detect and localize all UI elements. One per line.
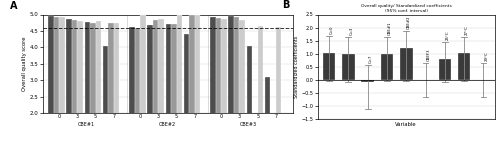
Text: 25°C: 25°C [446,31,450,40]
Bar [276,27,281,145]
Text: 27°C: 27°C [465,25,469,35]
Bar [438,59,451,80]
Text: CBE#3: CBE#3 [240,122,257,127]
Text: B: B [282,0,290,10]
Bar [216,18,221,145]
Bar [184,33,190,145]
Bar [171,24,176,145]
Bar [380,54,393,80]
Bar [108,23,114,145]
Bar [252,134,258,145]
Text: A: A [10,1,18,11]
Text: CBE#2: CBE#2 [407,16,411,29]
Bar [148,25,153,145]
Text: C=7: C=7 [368,54,372,62]
Bar [59,17,64,145]
Bar [84,22,90,145]
Bar [400,48,412,80]
Bar [342,54,354,80]
Bar [158,19,164,145]
Bar [458,53,470,80]
Bar [72,20,78,145]
Bar [103,46,108,145]
Bar [240,20,245,145]
Text: C=3: C=3 [350,27,354,35]
Bar [134,28,140,145]
Bar [54,17,59,145]
Bar [190,15,195,145]
Y-axis label: Standardized coefficients: Standardized coefficients [294,36,298,98]
Bar [195,15,200,145]
Text: CBE#1: CBE#1 [388,22,392,35]
Bar [114,23,119,145]
Bar [166,24,171,145]
Bar [258,26,263,145]
Y-axis label: Overall quality score: Overall quality score [22,37,27,91]
Bar [153,20,158,145]
Text: C=0: C=0 [330,26,334,34]
Bar [140,15,145,145]
Bar [221,19,226,145]
Bar [210,17,216,145]
Bar [246,46,252,145]
Text: CBE#2: CBE#2 [159,122,176,127]
Bar [176,14,182,145]
Bar [362,80,374,82]
Bar [129,27,134,145]
Text: CBE#1: CBE#1 [78,122,95,127]
Text: CBEF3: CBEF3 [426,48,430,61]
Bar [234,17,239,145]
Bar [265,77,270,145]
Bar [96,21,101,145]
X-axis label: Variable: Variable [396,122,417,127]
Bar [323,53,336,80]
Bar [228,16,234,145]
Title: Overall quality/ Standardized coefficients
(95% conf. interval): Overall quality/ Standardized coefficien… [361,4,452,13]
Text: 29°C: 29°C [484,51,488,61]
Bar [78,21,83,145]
Bar [66,19,72,145]
Bar [48,16,54,145]
Bar [270,124,276,145]
Bar [90,23,96,145]
